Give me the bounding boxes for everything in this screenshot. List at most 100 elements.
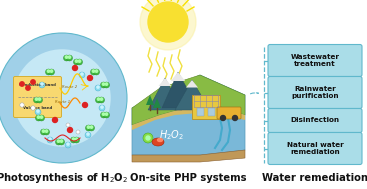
Circle shape [36,115,41,121]
Circle shape [46,69,51,75]
Polygon shape [159,78,171,86]
Circle shape [85,132,91,138]
Circle shape [60,140,63,142]
Circle shape [81,73,83,75]
Circle shape [73,66,77,70]
Circle shape [86,125,91,131]
Circle shape [76,130,80,134]
Text: Route 1: Route 1 [55,100,70,104]
Circle shape [37,110,39,112]
Circle shape [97,98,100,100]
Circle shape [31,80,35,84]
Circle shape [40,129,47,135]
Polygon shape [132,105,245,130]
Circle shape [41,83,43,85]
Circle shape [68,56,71,58]
Text: Valence band: Valence band [23,106,52,110]
Circle shape [88,125,94,131]
Circle shape [42,130,45,132]
Circle shape [68,128,73,132]
Circle shape [36,97,43,103]
Circle shape [102,83,105,85]
FancyArrowPatch shape [251,93,258,94]
FancyBboxPatch shape [208,108,215,116]
Circle shape [105,83,108,85]
Circle shape [97,86,99,88]
Circle shape [13,49,111,147]
Circle shape [55,139,62,145]
Circle shape [67,143,69,145]
Circle shape [57,140,60,142]
Circle shape [39,115,44,121]
Circle shape [63,55,69,61]
Ellipse shape [152,138,164,146]
Circle shape [38,98,41,100]
Circle shape [50,70,53,72]
FancyBboxPatch shape [14,77,62,118]
Circle shape [92,70,95,72]
Polygon shape [132,75,245,155]
Polygon shape [186,80,198,88]
Circle shape [75,138,78,140]
Polygon shape [175,80,210,110]
Text: Photosynthesis of H$_2$O$_2$: Photosynthesis of H$_2$O$_2$ [0,171,128,185]
Circle shape [103,82,109,88]
Circle shape [101,106,103,108]
Circle shape [58,139,65,145]
Circle shape [20,103,24,107]
Circle shape [66,123,70,127]
Circle shape [87,75,92,81]
Circle shape [66,55,73,61]
Circle shape [65,142,71,148]
FancyBboxPatch shape [268,44,362,77]
Polygon shape [153,98,161,108]
Polygon shape [148,78,182,110]
Circle shape [49,138,51,140]
Circle shape [72,138,75,140]
Circle shape [103,112,109,118]
Circle shape [73,137,80,143]
Circle shape [20,82,24,86]
Polygon shape [132,150,245,162]
FancyBboxPatch shape [268,132,362,164]
Circle shape [31,106,35,110]
FancyBboxPatch shape [197,108,204,116]
Circle shape [47,137,53,143]
Circle shape [102,113,105,115]
Circle shape [100,98,103,100]
Circle shape [73,59,80,65]
FancyBboxPatch shape [268,108,362,132]
Polygon shape [132,75,245,125]
Circle shape [26,86,30,90]
Circle shape [94,69,99,75]
Circle shape [105,113,108,115]
FancyBboxPatch shape [217,107,241,119]
Circle shape [33,97,40,103]
Polygon shape [146,95,154,105]
Circle shape [44,129,50,135]
FancyBboxPatch shape [192,95,220,119]
Text: Wastewater
treatment: Wastewater treatment [291,54,339,67]
Circle shape [146,136,150,140]
Circle shape [233,115,237,121]
Text: Water remediation: Water remediation [262,173,367,183]
Circle shape [91,69,97,75]
Circle shape [83,102,87,108]
Circle shape [65,56,68,58]
Circle shape [140,0,196,50]
Circle shape [87,133,89,135]
Circle shape [87,126,90,128]
Ellipse shape [157,139,163,142]
Text: $H_2O_2$: $H_2O_2$ [159,128,185,142]
Text: Conduction band: Conduction band [19,83,56,87]
Circle shape [48,69,55,75]
Polygon shape [171,72,185,81]
Circle shape [45,130,48,132]
Text: Route 2: Route 2 [62,85,77,89]
Circle shape [78,60,81,62]
Circle shape [70,137,76,143]
Circle shape [221,115,225,121]
Circle shape [101,112,106,118]
Circle shape [75,60,78,62]
Circle shape [90,126,93,128]
